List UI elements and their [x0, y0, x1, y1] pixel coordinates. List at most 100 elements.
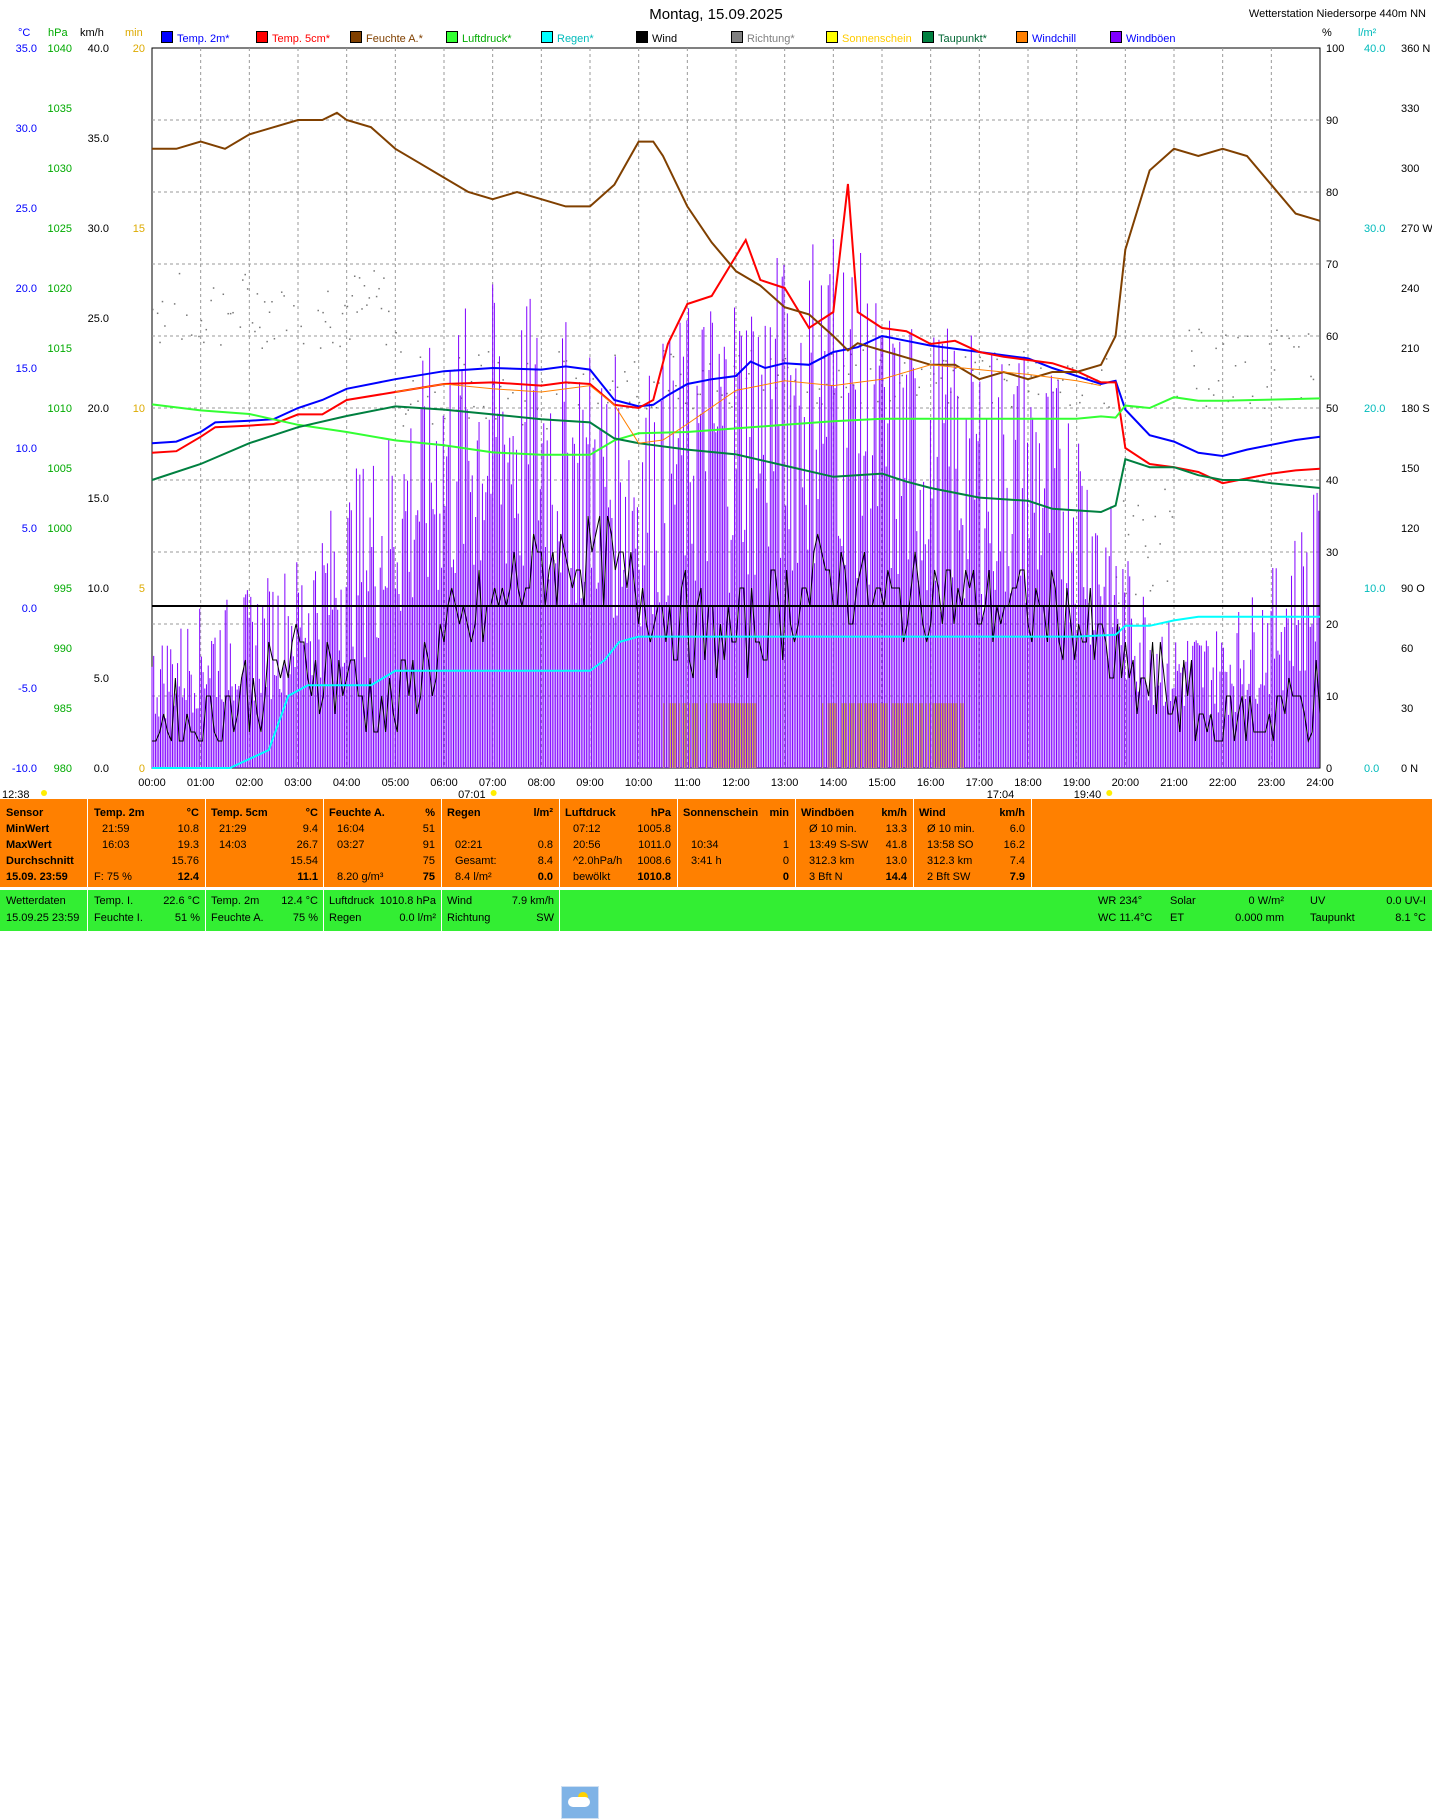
direction-point	[1142, 519, 1144, 521]
direction-point	[964, 356, 967, 358]
direction-point	[1234, 365, 1237, 367]
sunshine-bar	[713, 703, 716, 768]
direction-point	[205, 328, 208, 331]
y-tick-label: 360 N	[1401, 43, 1430, 55]
direction-point	[541, 381, 543, 383]
wind-label: Wind	[447, 895, 473, 907]
direction-point	[636, 395, 638, 398]
summary-value: 14.4	[885, 871, 907, 883]
divider	[559, 799, 560, 887]
direction-point	[1276, 329, 1278, 332]
direction-point	[1188, 329, 1191, 332]
direction-label: Richtung	[447, 912, 491, 924]
direction-point	[701, 369, 704, 372]
rain-value: 0.0 l/m²	[399, 912, 436, 924]
dewpoint-label: Taupunkt	[1310, 912, 1355, 924]
direction-point	[210, 299, 212, 302]
uv-label: UV	[1310, 895, 1326, 907]
direction-point	[1149, 590, 1152, 592]
sunshine-bar	[885, 703, 888, 768]
y-tick-label: 40.0	[88, 43, 109, 55]
direction-point	[563, 360, 565, 363]
y-tick-label: 0	[1326, 763, 1332, 775]
summary-value: 1011.0	[638, 839, 671, 851]
x-tick-label: 23:00	[1258, 777, 1286, 789]
legend-label: Luftdruck*	[462, 33, 512, 45]
y-tick-label: 1020	[48, 283, 72, 295]
direction-point	[942, 359, 945, 362]
sunshine-bar	[954, 703, 957, 768]
legend-item: Windböen	[1110, 31, 1176, 45]
direction-point	[363, 285, 366, 287]
direction-point	[246, 288, 249, 290]
summary-value: 11.1	[297, 871, 318, 883]
direction-point	[512, 392, 514, 394]
direction-point	[1310, 375, 1312, 378]
direction-point	[672, 355, 675, 358]
legend-item: Temp. 5cm*	[256, 31, 330, 45]
direction-point	[655, 406, 658, 409]
direction-point	[1137, 504, 1139, 507]
series-line	[151, 334, 1321, 458]
direction-point	[317, 309, 319, 312]
divider	[559, 890, 560, 931]
summary-header: Temp. 5cm	[211, 807, 268, 819]
summary-time: 312.3 km	[927, 855, 973, 867]
legend-label: Windchill	[1032, 33, 1077, 45]
direction-point	[400, 351, 402, 353]
direction-point	[178, 272, 181, 275]
sunshine-bar	[740, 703, 743, 768]
direction-point	[821, 403, 823, 405]
summary-unit: min	[769, 807, 789, 819]
x-tick-label: 01:00	[187, 777, 215, 789]
hum-outdoor-value: 75 %	[292, 912, 318, 924]
divider	[677, 799, 678, 887]
divider	[323, 799, 324, 887]
summary-value: 1005.8	[637, 823, 671, 835]
summary-value: 13.3	[885, 823, 907, 835]
direction-point	[346, 305, 349, 308]
direction-point	[1159, 543, 1161, 545]
direction-point	[159, 341, 161, 344]
summary-value: 1	[782, 839, 789, 851]
direction-point	[645, 407, 648, 410]
solar-value: 0 W/m²	[1248, 895, 1284, 907]
divider	[913, 799, 914, 887]
sunshine-bar	[833, 703, 836, 768]
direction-point	[1081, 394, 1084, 397]
direction-point	[728, 402, 731, 404]
legend-swatch	[350, 31, 362, 43]
direction-point	[624, 371, 626, 373]
summary-value: 16.2	[1003, 839, 1025, 851]
direction-point	[920, 368, 923, 371]
series-line	[395, 364, 1102, 444]
summary-value: 91	[422, 839, 435, 851]
legend-label: Richtung*	[747, 33, 795, 45]
temp-indoor-label: Temp. I.	[94, 895, 134, 907]
direction-point	[794, 379, 796, 382]
et-label: ET	[1170, 912, 1185, 924]
direction-point	[200, 319, 203, 322]
temp-2m-value: 12.4 °C	[281, 895, 318, 907]
x-tick-label: 15:00	[868, 777, 896, 789]
direction-point	[947, 402, 950, 404]
direction-point	[380, 307, 383, 310]
summary-time: 03:27	[337, 839, 365, 851]
summary-unit: km/h	[999, 807, 1025, 819]
direction-point	[731, 406, 733, 408]
direction-point	[222, 293, 225, 296]
sunshine-bar	[952, 703, 955, 768]
direction-point	[1278, 406, 1281, 408]
summary-time: 8.20 g/m³	[337, 871, 384, 883]
direction-point	[1069, 404, 1071, 406]
direction-point	[616, 386, 619, 389]
y-tick-label: 10.0	[88, 583, 109, 595]
wind-axis-unit: km/h	[80, 27, 104, 39]
sunshine-bar	[942, 703, 945, 768]
summary-header: Sonnenschein	[683, 807, 759, 819]
direction-point	[407, 409, 409, 411]
direction-point	[555, 393, 558, 395]
direction-point	[633, 361, 636, 363]
temp-indoor-value: 22.6 °C	[163, 895, 200, 907]
y-tick-label: 10	[133, 403, 145, 415]
